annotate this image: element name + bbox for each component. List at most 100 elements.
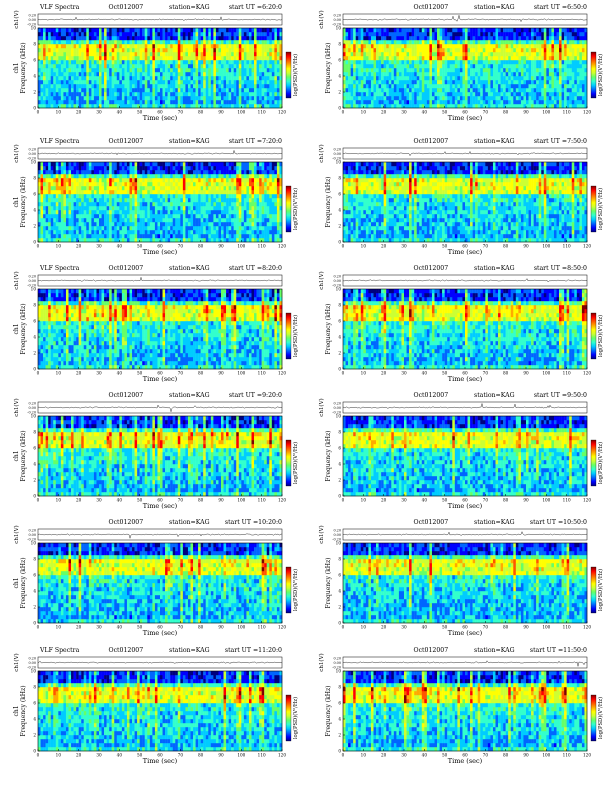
x-tick-label: 120 bbox=[278, 371, 286, 376]
panel-date: Oct012007 bbox=[414, 392, 449, 399]
panel-start-time: start UT =6:20:0 bbox=[229, 4, 282, 11]
panel-start-time: start UT =9:20:0 bbox=[229, 392, 282, 399]
y-tick-label: 10 bbox=[31, 287, 37, 292]
x-tick-label: 30 bbox=[401, 625, 407, 630]
colorbar bbox=[286, 52, 291, 98]
panel-start-time: start UT =9:50:0 bbox=[534, 392, 587, 399]
y-tick-label: 10 bbox=[336, 414, 342, 419]
x-tick-label: 110 bbox=[563, 110, 571, 115]
x-axis-label: Time (sec) bbox=[448, 502, 483, 510]
y-tick-label: 2 bbox=[33, 224, 36, 229]
y-tick-label: 10 bbox=[31, 26, 37, 31]
x-tick-label: 40 bbox=[117, 625, 123, 630]
x-tick-label: 0 bbox=[37, 110, 40, 115]
x-tick-label: 120 bbox=[278, 244, 286, 249]
y-axis-label: Frequency (kHz) bbox=[325, 430, 332, 481]
x-tick-label: 40 bbox=[422, 244, 428, 249]
x-tick-label: 70 bbox=[483, 371, 489, 376]
x-tick-label: 40 bbox=[422, 625, 428, 630]
x-tick-label: 90 bbox=[218, 625, 224, 630]
y-axis-label: Frequency (kHz) bbox=[20, 42, 27, 93]
panel-date: Oct012007 bbox=[109, 392, 144, 399]
panel-station: station=KAG bbox=[169, 519, 210, 526]
x-tick-label: 10 bbox=[56, 110, 62, 115]
x-tick-label: 10 bbox=[361, 371, 367, 376]
x-tick-label: 50 bbox=[442, 498, 448, 503]
x-tick-label: 40 bbox=[117, 498, 123, 503]
panel-station: station=KAG bbox=[474, 265, 515, 272]
x-tick-label: 110 bbox=[563, 244, 571, 249]
y-tick-label: 8 bbox=[33, 42, 36, 47]
x-tick-label: 50 bbox=[442, 371, 448, 376]
x-tick-label: 50 bbox=[137, 110, 143, 115]
x-tick-label: 90 bbox=[218, 110, 224, 115]
x-tick-label: 100 bbox=[542, 625, 550, 630]
y-axis-channel-label: ch1 bbox=[13, 705, 20, 716]
x-tick-label: 80 bbox=[198, 371, 204, 376]
waveform-tick-label: 0.00 bbox=[28, 661, 36, 665]
panel-start-time: start UT =6:50:0 bbox=[534, 4, 587, 11]
waveform-ylabel: ch1(V) bbox=[13, 398, 20, 416]
x-tick-label: 40 bbox=[422, 498, 428, 503]
colorbar bbox=[286, 440, 291, 486]
y-tick-label: 4 bbox=[338, 589, 341, 594]
colorbar-label: log(PSD)(V²/Hz) bbox=[597, 569, 604, 611]
x-tick-label: 120 bbox=[278, 498, 286, 503]
waveform-tick-label: 0.20 bbox=[333, 13, 341, 17]
x-tick-label: 50 bbox=[137, 498, 143, 503]
colorbar bbox=[286, 313, 291, 359]
y-tick-label: 4 bbox=[338, 717, 341, 722]
y-tick-label: 2 bbox=[33, 90, 36, 95]
x-tick-label: 30 bbox=[96, 244, 102, 249]
y-axis-label: Frequency (kHz) bbox=[20, 557, 27, 608]
x-tick-label: 100 bbox=[542, 244, 550, 249]
x-tick-label: 10 bbox=[56, 498, 62, 503]
y-tick-label: 10 bbox=[336, 26, 342, 31]
y-tick-label: 8 bbox=[338, 685, 341, 690]
x-axis-label: Time (sec) bbox=[143, 757, 178, 765]
waveform-frame bbox=[343, 275, 587, 286]
x-tick-label: 100 bbox=[237, 371, 245, 376]
waveform-tick-label: 0.00 bbox=[333, 152, 341, 156]
x-axis-label: Time (sec) bbox=[448, 248, 483, 256]
panel-station: station=KAG bbox=[474, 392, 515, 399]
panel-start-time: start UT =10:50:0 bbox=[530, 519, 587, 526]
colorbar bbox=[591, 186, 596, 232]
y-tick-label: 10 bbox=[31, 669, 37, 674]
colorbar bbox=[591, 52, 596, 98]
waveform-tick-label: 0.00 bbox=[28, 533, 36, 537]
waveform-tick-label: 0.20 bbox=[28, 401, 36, 405]
x-tick-label: 120 bbox=[583, 498, 591, 503]
y-tick-label: 8 bbox=[33, 176, 36, 181]
y-tick-label: 2 bbox=[338, 733, 341, 738]
panel-station: station=KAG bbox=[474, 138, 515, 145]
panel-station: station=KAG bbox=[474, 4, 515, 11]
x-tick-label: 0 bbox=[342, 371, 345, 376]
y-tick-label: 8 bbox=[33, 430, 36, 435]
waveform-tick-label: 0.00 bbox=[333, 406, 341, 410]
x-tick-label: 110 bbox=[563, 498, 571, 503]
waveform-ylabel: ch1(V) bbox=[318, 144, 325, 162]
colorbar-label: log(PSD)(V²/Hz) bbox=[597, 315, 604, 357]
x-tick-label: 120 bbox=[583, 110, 591, 115]
x-tick-label: 20 bbox=[381, 753, 387, 758]
x-tick-label: 110 bbox=[258, 244, 266, 249]
x-tick-label: 80 bbox=[198, 498, 204, 503]
y-tick-label: 6 bbox=[33, 192, 36, 197]
waveform-tick-label: 0.00 bbox=[333, 279, 341, 283]
panel-date: Oct012007 bbox=[414, 519, 449, 526]
y-tick-label: 8 bbox=[338, 430, 341, 435]
x-tick-label: 10 bbox=[56, 371, 62, 376]
x-tick-label: 100 bbox=[237, 110, 245, 115]
x-tick-label: 10 bbox=[56, 244, 62, 249]
panel-date: Oct012007 bbox=[109, 4, 144, 11]
colorbar-label: log(PSD)(V²/Hz) bbox=[597, 442, 604, 484]
y-tick-label: 10 bbox=[336, 160, 342, 165]
x-tick-label: 90 bbox=[523, 110, 529, 115]
x-tick-label: 80 bbox=[503, 244, 509, 249]
x-tick-label: 80 bbox=[198, 110, 204, 115]
waveform-ylabel: ch1(V) bbox=[318, 398, 325, 416]
